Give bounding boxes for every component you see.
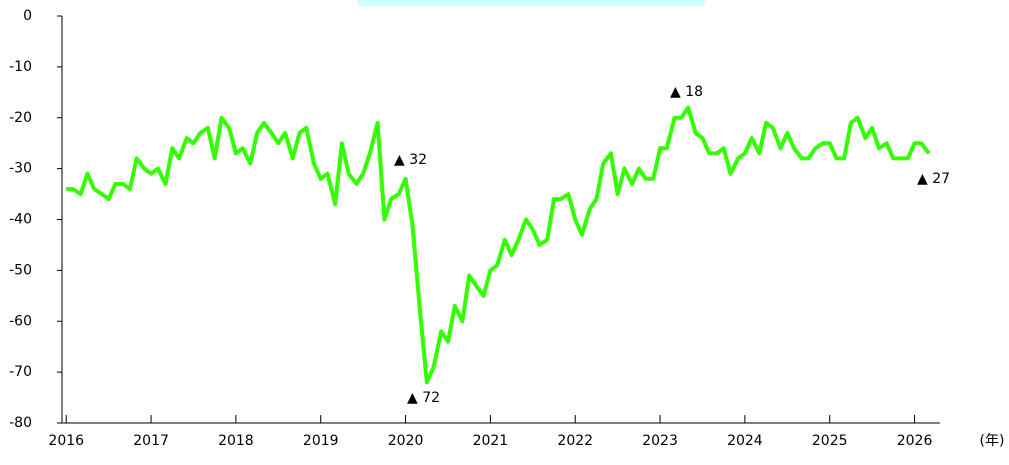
data-line	[66, 105, 931, 385]
y-tick-label: -70	[9, 364, 32, 380]
annotation: ▲ 32	[394, 152, 427, 168]
y-tick-label: -50	[9, 262, 32, 278]
x-tick-label: 2018	[218, 433, 254, 449]
y-tick-label: -30	[9, 161, 32, 177]
x-tick-label: 2026	[897, 433, 933, 449]
x-tick-label: 2021	[473, 433, 509, 449]
y-tick-label: -60	[9, 313, 32, 329]
y-tick-label: 0	[23, 8, 32, 24]
x-tick-label: 2016	[48, 433, 84, 449]
y-tick-label: -80	[9, 415, 32, 431]
x-tick-label: 2024	[727, 433, 763, 449]
annotation: ▲ 72	[407, 390, 440, 406]
x-tick-label: 2017	[133, 433, 169, 449]
y-tick-label: -10	[9, 59, 32, 75]
x-axis-label: (年)	[980, 433, 1005, 449]
y-tick-label: -40	[9, 212, 32, 228]
y-tick-label: -20	[9, 110, 32, 126]
x-tick-label: 2022	[557, 433, 593, 449]
x-tick-label: 2023	[642, 433, 678, 449]
x-tick-label: 2019	[303, 433, 339, 449]
x-tick-label: 2025	[812, 433, 848, 449]
x-tick-label: 2020	[388, 433, 424, 449]
title-box	[358, 0, 705, 6]
annotation: ▲ 18	[670, 84, 703, 100]
annotation: ▲ 27	[917, 171, 950, 187]
